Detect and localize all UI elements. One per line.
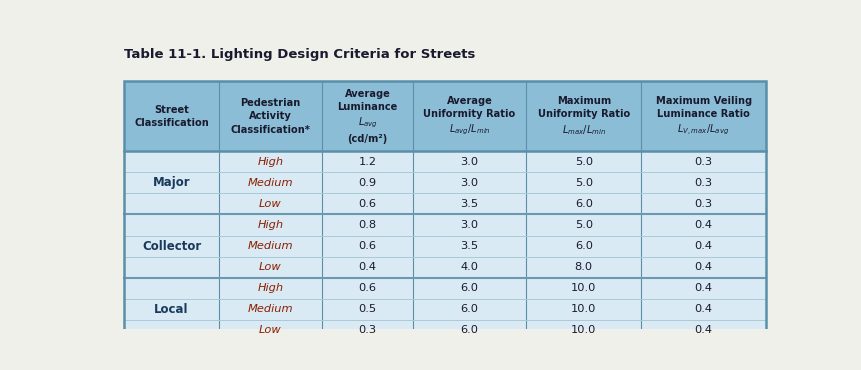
Text: 0.4: 0.4: [694, 241, 712, 251]
Text: 0.4: 0.4: [694, 305, 712, 314]
Text: Street
Classification: Street Classification: [134, 105, 208, 128]
Text: 0.4: 0.4: [694, 283, 712, 293]
Text: 10.0: 10.0: [571, 326, 596, 336]
Text: Medium: Medium: [247, 305, 293, 314]
Text: Local: Local: [154, 303, 189, 316]
Text: 0.6: 0.6: [358, 283, 376, 293]
Text: 6.0: 6.0: [460, 283, 478, 293]
Text: 0.6: 0.6: [358, 199, 376, 209]
Bar: [124, 299, 765, 320]
Text: 5.0: 5.0: [574, 178, 592, 188]
Text: Maximum
Uniformity Ratio
$\it{L}_{max}/\it{L}_{min}$: Maximum Uniformity Ratio $\it{L}_{max}/\…: [537, 96, 629, 137]
Text: 8.0: 8.0: [574, 262, 592, 272]
Bar: [124, 172, 765, 194]
Text: 3.5: 3.5: [460, 241, 478, 251]
Text: 0.3: 0.3: [694, 157, 712, 167]
Text: Collector: Collector: [142, 240, 201, 253]
Text: Medium: Medium: [247, 241, 293, 251]
Text: Pedestrian
Activity
Classification*: Pedestrian Activity Classification*: [230, 98, 310, 135]
Text: Low: Low: [259, 199, 282, 209]
Text: 0.6: 0.6: [358, 241, 376, 251]
Text: High: High: [257, 220, 283, 230]
Bar: [124, 81, 765, 151]
Bar: [124, 278, 765, 299]
Text: 6.0: 6.0: [460, 326, 478, 336]
Text: 0.8: 0.8: [358, 220, 376, 230]
Text: 0.4: 0.4: [694, 326, 712, 336]
Text: 6.0: 6.0: [574, 241, 592, 251]
Text: 0.4: 0.4: [694, 262, 712, 272]
Text: 6.0: 6.0: [460, 305, 478, 314]
Text: 5.0: 5.0: [574, 157, 592, 167]
Text: 10.0: 10.0: [571, 305, 596, 314]
Text: 3.0: 3.0: [460, 157, 478, 167]
Text: 0.9: 0.9: [358, 178, 376, 188]
Text: 6.0: 6.0: [574, 199, 592, 209]
Text: Low: Low: [259, 326, 282, 336]
Text: Major: Major: [152, 176, 190, 189]
Text: 3.5: 3.5: [460, 199, 478, 209]
Text: 0.4: 0.4: [694, 220, 712, 230]
Text: Table 11-1. Lighting Design Criteria for Streets: Table 11-1. Lighting Design Criteria for…: [124, 48, 475, 61]
Bar: [124, 257, 765, 278]
Text: 5.0: 5.0: [574, 220, 592, 230]
Text: 0.3: 0.3: [694, 199, 712, 209]
Text: High: High: [257, 283, 283, 293]
Text: 0.3: 0.3: [694, 178, 712, 188]
Text: Medium: Medium: [247, 178, 293, 188]
Text: Average
Luminance
$\it{L}_{avg}$
(cd/m²): Average Luminance $\it{L}_{avg}$ (cd/m²): [337, 89, 397, 144]
Text: 0.4: 0.4: [358, 262, 376, 272]
Text: High: High: [257, 157, 283, 167]
Text: Low: Low: [259, 262, 282, 272]
Text: 4.0: 4.0: [460, 262, 478, 272]
Text: 3.0: 3.0: [460, 178, 478, 188]
Text: 10.0: 10.0: [571, 283, 596, 293]
Bar: [124, 151, 765, 172]
Bar: [124, 320, 765, 341]
Text: Maximum Veiling
Luminance Ratio
$\it{L}_{V,max}/\it{L}_{avg}$: Maximum Veiling Luminance Ratio $\it{L}_…: [654, 95, 751, 137]
Text: Average
Uniformity Ratio
$\it{L}_{avg}/\it{L}_{min}$: Average Uniformity Ratio $\it{L}_{avg}/\…: [423, 95, 515, 137]
Text: 0.3: 0.3: [358, 326, 376, 336]
Bar: [124, 236, 765, 257]
Bar: [124, 194, 765, 215]
Text: 1.2: 1.2: [358, 157, 376, 167]
Text: 0.5: 0.5: [358, 305, 376, 314]
Text: 3.0: 3.0: [460, 220, 478, 230]
Bar: [124, 215, 765, 236]
